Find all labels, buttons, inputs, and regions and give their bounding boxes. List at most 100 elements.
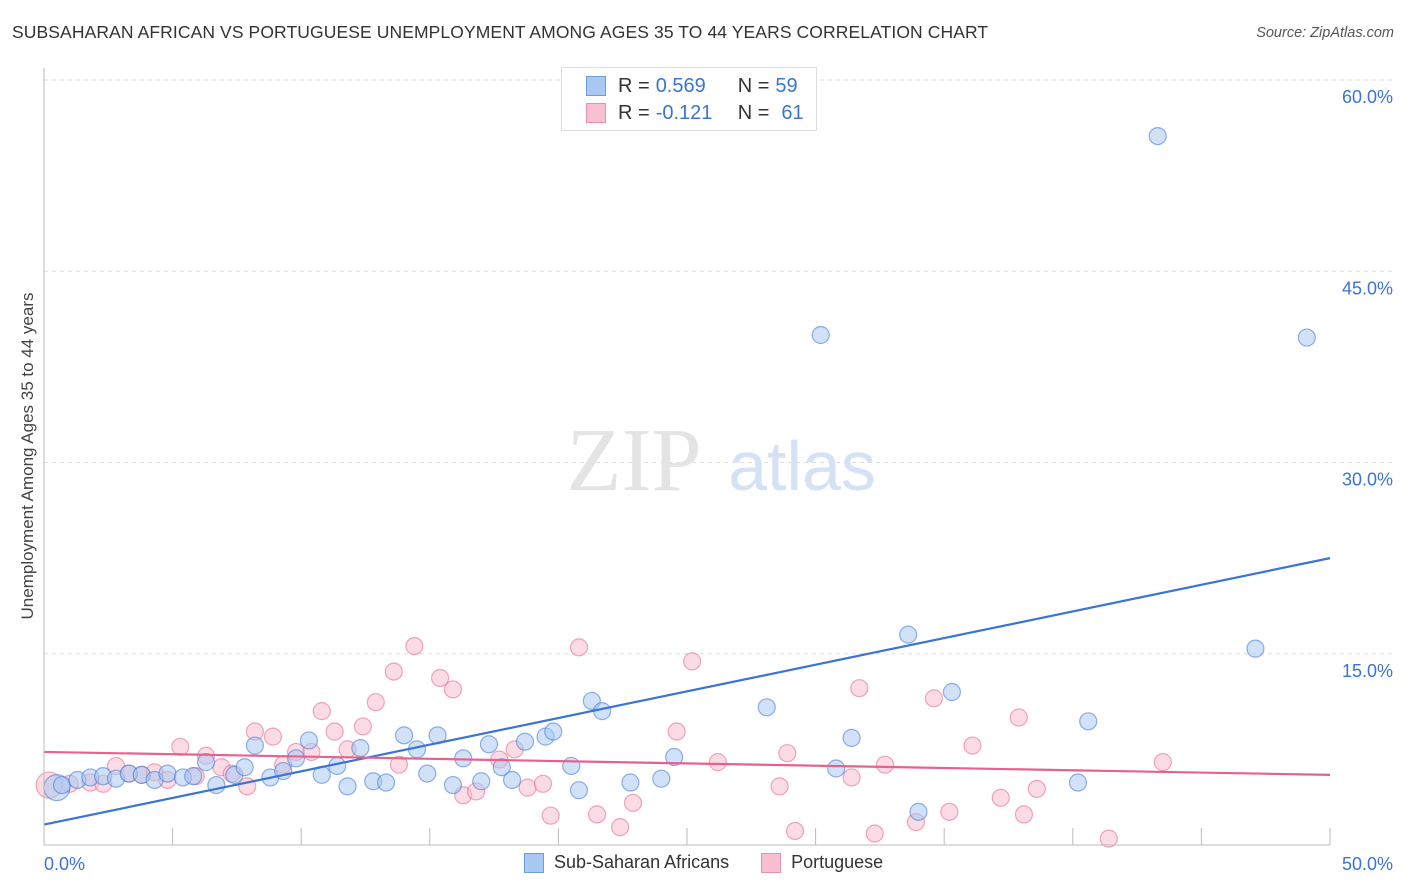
- data-point: [312, 702, 331, 721]
- data-point: [235, 758, 254, 777]
- data-point: [430, 668, 450, 688]
- legend-item-subsaharan[interactable]: Sub-Saharan Africans: [554, 852, 730, 872]
- legend-row-subsaharan: R = 0.569 N = 59: [586, 73, 798, 99]
- watermark-zip: ZIP: [567, 411, 702, 510]
- data-point: [1068, 773, 1088, 792]
- data-point: [338, 777, 357, 796]
- y-tick-label: 60.0%: [1342, 87, 1393, 107]
- data-point: [899, 625, 918, 644]
- data-point: [196, 753, 216, 772]
- data-point: [785, 821, 805, 841]
- data-point: [541, 806, 560, 825]
- data-point: [757, 698, 776, 717]
- data-point: [865, 824, 884, 843]
- data-point: [652, 769, 671, 788]
- data-point: [942, 682, 962, 702]
- data-point: [963, 736, 982, 755]
- data-point: [770, 777, 789, 796]
- data-point: [418, 764, 437, 783]
- data-point: [667, 722, 686, 741]
- series-legend: Sub-Saharan Africans Portuguese: [524, 852, 883, 873]
- trend-line: [43, 557, 1331, 826]
- pink-swatch-icon: [586, 103, 606, 123]
- data-point: [384, 662, 403, 681]
- legend-row-portuguese: R = -0.121 N = 61: [586, 100, 804, 126]
- data-point: [351, 738, 370, 758]
- data-point: [353, 717, 373, 736]
- data-point: [665, 747, 684, 767]
- data-point: [683, 652, 702, 671]
- data-point: [158, 764, 177, 783]
- data-point: [875, 755, 895, 774]
- watermark-atlas: atlas: [728, 427, 876, 505]
- data-point: [587, 805, 607, 824]
- data-point: [611, 818, 630, 837]
- r-value: -0.121: [655, 101, 713, 124]
- n-label: N =: [737, 74, 770, 97]
- y-tick-label: 15.0%: [1342, 661, 1393, 681]
- data-point: [842, 768, 861, 787]
- data-point: [394, 726, 414, 745]
- data-point: [1246, 639, 1265, 658]
- data-point: [778, 744, 797, 763]
- correlation-legend: R = 0.569 N = 59 R = -0.121 N = 61: [561, 67, 817, 131]
- data-point: [1079, 712, 1098, 731]
- data-point: [569, 638, 589, 657]
- data-point: [1099, 829, 1118, 848]
- data-point: [991, 788, 1010, 807]
- y-tick-label: 30.0%: [1342, 470, 1393, 490]
- data-point: [623, 793, 643, 813]
- data-point: [533, 774, 553, 793]
- legend-item-portuguese[interactable]: Portuguese: [791, 852, 884, 872]
- chart-title: SUBSAHARAN AFRICAN VS PORTUGUESE UNEMPLO…: [12, 22, 989, 42]
- data-point: [1027, 779, 1046, 799]
- data-point: [940, 802, 959, 821]
- data-point: [472, 772, 491, 791]
- n-value: 61: [781, 101, 804, 124]
- y-tick-label: 45.0%: [1342, 278, 1393, 298]
- data-point: [518, 778, 537, 797]
- data-point: [245, 736, 265, 755]
- data-point: [503, 770, 522, 790]
- data-point: [492, 758, 511, 777]
- data-point: [325, 722, 344, 741]
- data-point: [171, 737, 190, 756]
- data-point: [389, 755, 409, 774]
- data-point: [1009, 708, 1028, 727]
- data-point: [909, 802, 928, 821]
- data-point: [376, 773, 396, 792]
- data-point: [184, 767, 203, 786]
- data-point: [827, 759, 846, 778]
- x-tick-label: 0.0%: [44, 854, 85, 874]
- blue-swatch-icon: [586, 76, 606, 96]
- data-point: [562, 756, 581, 776]
- data-point: [286, 749, 306, 768]
- data-point: [708, 753, 727, 772]
- data-point: [479, 735, 499, 754]
- data-point: [924, 689, 944, 708]
- r-value: 0.569: [655, 74, 706, 97]
- data-point: [1153, 753, 1172, 772]
- data-point: [621, 773, 640, 792]
- blue-swatch-icon: [524, 852, 544, 873]
- x-tick-label: 50.0%: [1342, 854, 1393, 874]
- data-point: [842, 728, 861, 748]
- r-label: R =: [618, 74, 650, 97]
- data-point: [405, 636, 424, 656]
- data-point: [1297, 328, 1316, 347]
- data-point: [515, 732, 535, 751]
- data-point: [366, 693, 385, 712]
- data-point: [443, 775, 463, 795]
- data-point: [299, 731, 319, 750]
- pink-swatch-icon: [761, 852, 782, 873]
- r-label: R =: [618, 101, 650, 124]
- data-point: [850, 679, 869, 698]
- data-point: [1148, 127, 1167, 146]
- data-point: [443, 680, 463, 699]
- n-value: 59: [775, 74, 798, 97]
- data-point: [811, 325, 830, 345]
- trend-line: [43, 750, 1331, 776]
- source-label: Source: ZipAtlas.com: [1256, 25, 1394, 41]
- data-point: [52, 775, 72, 795]
